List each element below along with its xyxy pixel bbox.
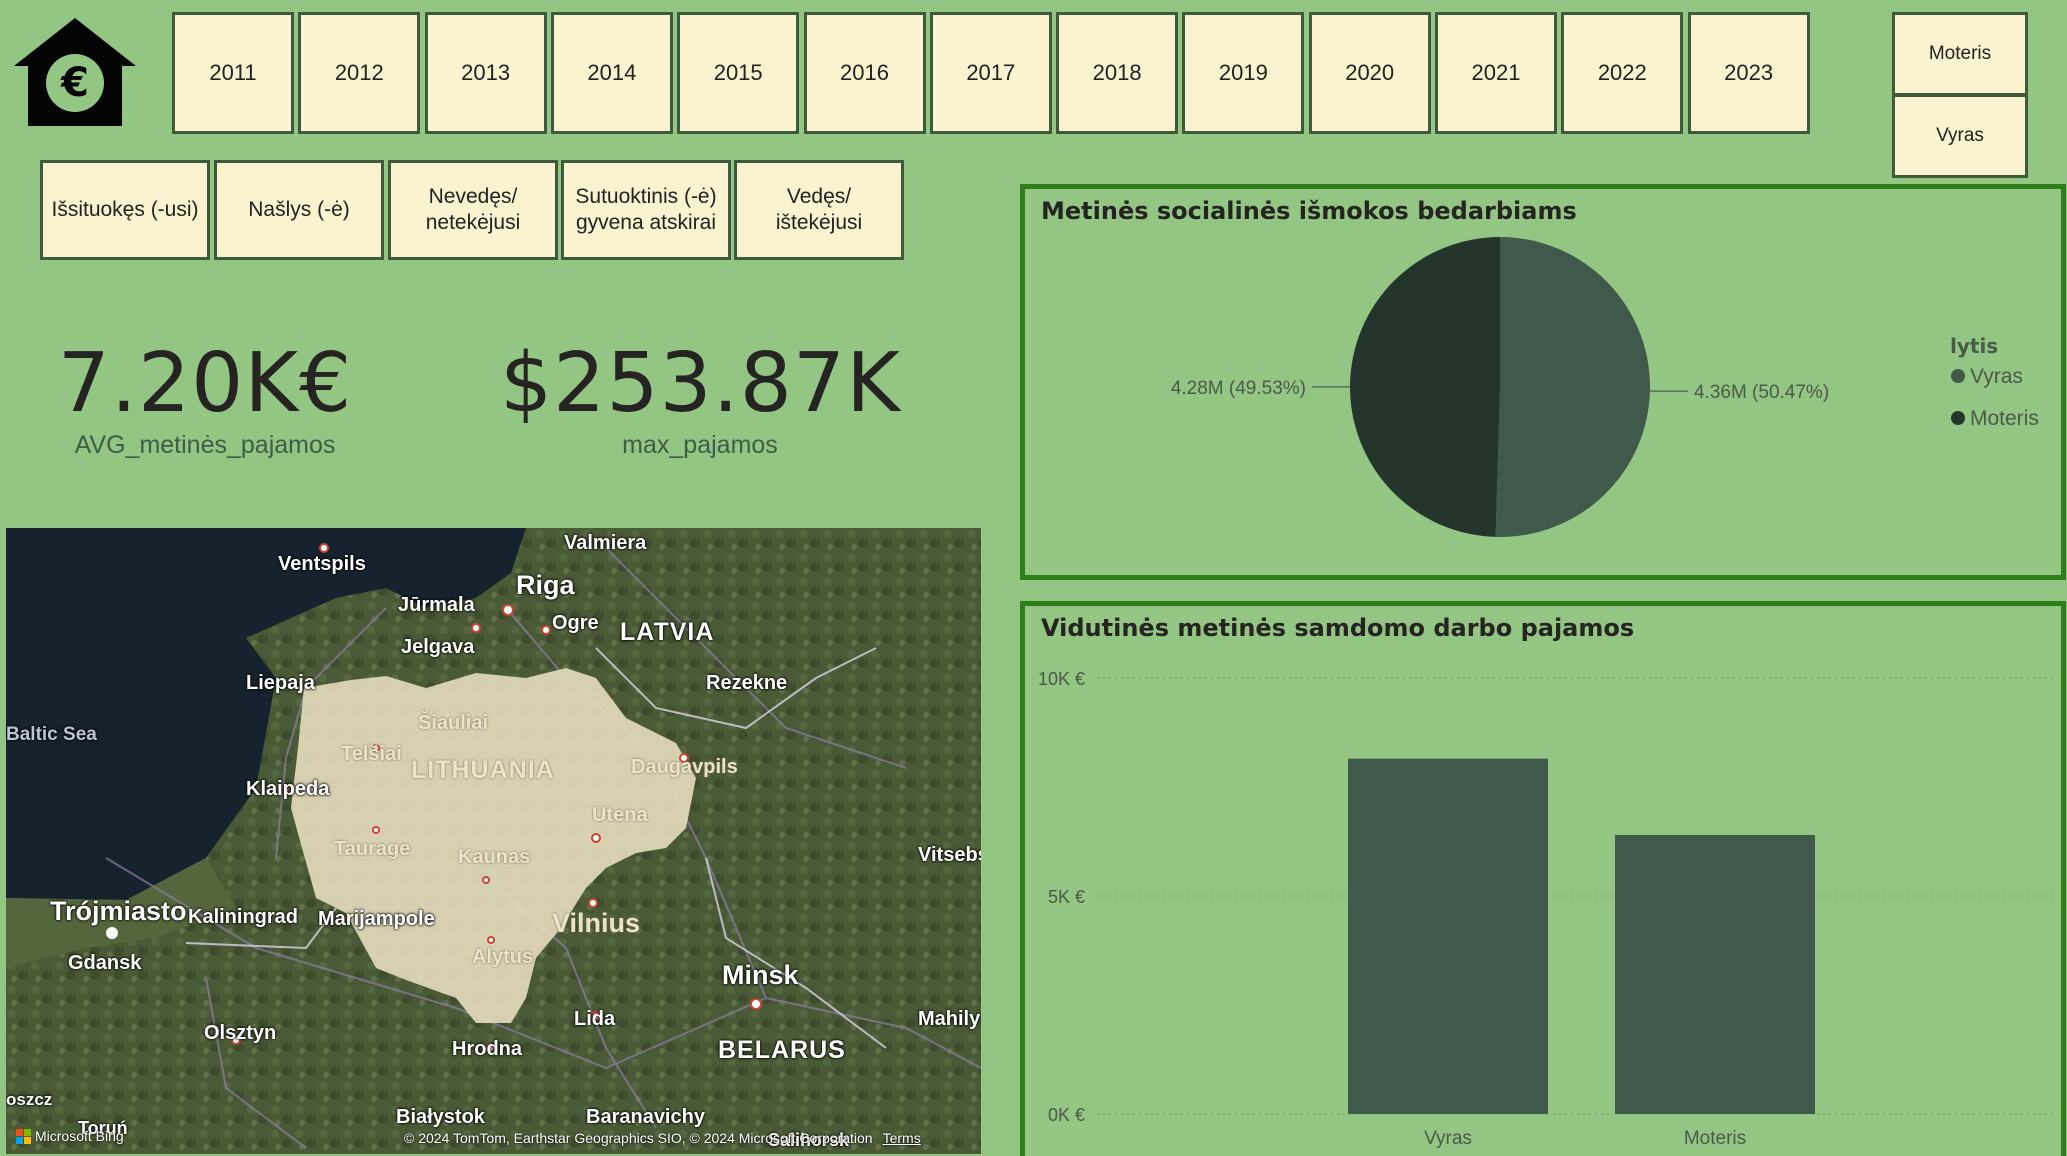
map-label-valmiera: Valmiera — [564, 532, 647, 554]
map-label-daugavpils: Daugavpils — [631, 756, 738, 778]
kpi-avg-income-value: 7.20K€ — [57, 336, 353, 431]
pie-data-label-moteris: 4.28M (49.53%) — [1171, 378, 1306, 399]
year-button-2017[interactable]: 2017 — [929, 12, 1052, 134]
year-button-2012[interactable]: 2012 — [298, 12, 421, 134]
status-button-single[interactable]: Nevedęs/ netekėjusi — [388, 160, 558, 260]
year-button-2015[interactable]: 2015 — [677, 12, 800, 134]
bar-x-tick-label-moteris: Moteris — [1684, 1128, 1746, 1149]
map-label-alytus: Alytus — [472, 946, 534, 968]
bar-moteris[interactable] — [1615, 834, 1815, 1114]
year-button-2011[interactable]: 2011 — [172, 12, 294, 134]
bar-vyras[interactable] — [1348, 758, 1548, 1114]
year-button-2022[interactable]: 2022 — [1561, 12, 1684, 134]
map-label-latvia: LATVIA — [620, 618, 715, 646]
bar-y-tick-label: 5K € — [1048, 887, 1085, 907]
map-label-lithuania: LITHUANIA — [411, 756, 555, 784]
map-label-ogre: Ogre — [552, 612, 599, 634]
map-label-liepaja: Liepaja — [246, 672, 315, 694]
gender-button-vyras[interactable]: Vyras — [1892, 94, 2028, 178]
map-label-bydgoszcz: oszcz — [6, 1090, 53, 1109]
map-attribution: © 2024 TomTom, Earthstar Geographics SIO… — [404, 1130, 921, 1146]
year-button-2023[interactable]: 2023 — [1687, 12, 1810, 134]
map-label-gdansk: Gdansk — [68, 952, 142, 974]
year-button-2018[interactable]: 2018 — [1056, 12, 1179, 134]
pie-slice-moteris[interactable] — [1349, 236, 1500, 537]
map-visual[interactable]: Valmiera Ventspils Riga Jūrmala Ogre LAT… — [6, 528, 981, 1154]
status-button-widowed[interactable]: Našlys (-ė) — [214, 160, 384, 260]
map-label-utena: Utena — [592, 804, 648, 826]
year-button-2019[interactable]: 2019 — [1182, 12, 1305, 134]
map-label-jelgava: Jelgava — [401, 636, 475, 658]
map-label-salihorsk: Salihorsk — [768, 1130, 850, 1150]
map-label-torun: Toruń — [78, 1118, 128, 1138]
map-label-jurmala: Jūrmala — [398, 594, 475, 616]
map-label-olsztyn: Olsztyn — [204, 1022, 277, 1044]
map-label-vitsebsk: Vitsebs — [918, 844, 981, 866]
euro-house-logo-icon: € — [12, 16, 138, 128]
status-button-separated[interactable]: Sutuoktinis (-ė) gyvena atskirai — [561, 160, 731, 260]
pie-legend-item-moteris[interactable]: Moteris — [1970, 407, 2039, 430]
map-label-trojmiasto: Trójmiasto — [50, 896, 187, 926]
map-label-taurage: Taurage — [334, 838, 411, 860]
map-label-ventspils: Ventspils — [278, 553, 366, 575]
map-label-minsk: Minsk — [722, 960, 799, 990]
kpi-max-income-value: $253.87K — [500, 336, 901, 431]
year-button-2016[interactable]: 2016 — [803, 12, 926, 134]
kpi-max-income-label: max_pajamos — [622, 431, 778, 459]
bar-x-tick-label-vyras: Vyras — [1424, 1128, 1472, 1149]
pie-legend-marker-moteris — [1951, 411, 1965, 425]
kpi-avg-income-label: AVG_metinės_pajamos — [74, 431, 336, 459]
svg-text:€: € — [60, 60, 89, 106]
kpi-max-income: $253.87K max_pajamos — [500, 336, 900, 460]
pie-legend-title: lytis — [1950, 334, 1998, 358]
pie-data-label-vyras: 4.36M (50.47%) — [1694, 382, 1829, 403]
map-label-baltic-sea: Baltic Sea — [6, 724, 97, 745]
microsoft-icon — [16, 1128, 31, 1144]
pie-chart-panel[interactable]: Metinės socialinės išmokos bedarbiams 4.… — [1020, 184, 2066, 580]
bar-chart-title: Vidutinės metinės samdomo darbo pajamos — [1041, 614, 1635, 642]
pie-chart: 4.36M (50.47%) 4.28M (49.53%) lytis Vyras Mo… — [1171, 236, 2039, 537]
map-label-lida: Lida — [574, 1008, 616, 1030]
year-button-2021[interactable]: 2021 — [1435, 12, 1557, 134]
bar-chart: 10K € 5K € 0K € Vyras Moteris — [1038, 669, 2055, 1149]
map-label-bialystok: Białystok — [396, 1106, 485, 1128]
map-label-kaliningrad: Kaliningrad — [188, 906, 299, 928]
year-button-2013[interactable]: 2013 — [424, 12, 547, 134]
pie-legend-marker-vyras — [1951, 369, 1965, 383]
map-label-riga: Riga — [516, 570, 575, 600]
pie-chart-title: Metinės socialinės išmokos bedarbiams — [1041, 197, 1577, 225]
bar-y-tick-label: 0K € — [1048, 1105, 1085, 1125]
map-label-vilnius: Vilnius — [552, 908, 641, 938]
map-label-belarus: BELARUS — [718, 1036, 846, 1064]
map-terms-link[interactable]: Terms — [882, 1130, 921, 1146]
kpi-avg-income: 7.20K€ AVG_metinės_pajamos — [40, 336, 370, 460]
map-label-marijampole: Marijampole — [318, 908, 435, 930]
map-provider-label: Microsoft Bing — [35, 1128, 124, 1144]
year-button-2014[interactable]: 2014 — [550, 12, 673, 134]
gender-button-moteris[interactable]: Moteris — [1892, 12, 2028, 96]
map-label-klaipeda: Klaipeda — [246, 778, 330, 800]
pie-slice-vyras[interactable] — [1495, 237, 1650, 537]
pie-legend-item-vyras[interactable]: Vyras — [1970, 365, 2023, 388]
year-button-2020[interactable]: 2020 — [1308, 12, 1431, 134]
map-label-siauliai: Šiauliai — [418, 712, 489, 734]
map-label-hrodna: Hrodna — [452, 1038, 522, 1060]
map-attribution-text: © 2024 TomTom, Earthstar Geographics SIO… — [404, 1130, 873, 1146]
map-label-mahily: Mahily — [918, 1008, 981, 1030]
map-label-rezekne: Rezekne — [706, 672, 788, 694]
bar-chart-panel[interactable]: Vidutinės metinės samdomo darbo pajamos … — [1020, 601, 2066, 1156]
map-label-kaunas: Kaunas — [458, 846, 531, 868]
map-provider-logo: Microsoft Bing — [16, 1128, 124, 1144]
map-label-telsiai: Telšiai — [341, 743, 402, 765]
bar-y-tick-label: 10K € — [1038, 669, 1085, 689]
map-label-baranavichy: Baranavichy — [586, 1106, 705, 1128]
status-button-married[interactable]: Vedęs/ ištekėjusi — [734, 160, 904, 260]
status-button-divorced[interactable]: Išsituokęs (-usi) — [40, 160, 210, 260]
